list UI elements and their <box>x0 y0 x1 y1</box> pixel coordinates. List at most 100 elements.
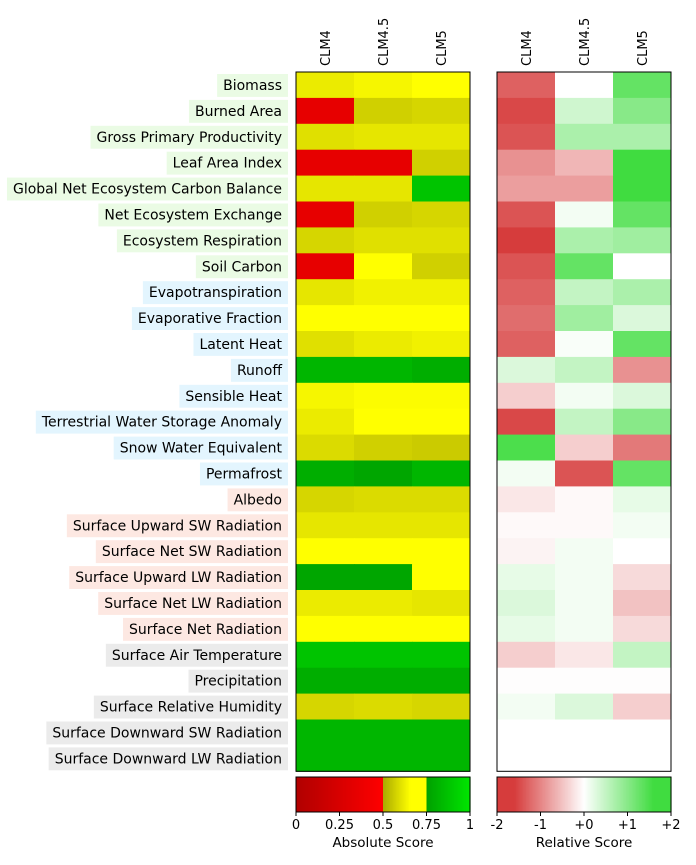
absolute-score-cell <box>354 590 413 617</box>
relative-colorbar-segment <box>642 777 645 812</box>
absolute-colorbar-segment <box>387 777 390 812</box>
absolute-score-cell <box>296 149 355 177</box>
relative-colorbar: -2 -1 +0 +1 +2 <box>491 776 681 833</box>
absolute-score-cell <box>354 564 413 591</box>
row-label-background <box>6 177 288 201</box>
relative-score-cell <box>497 279 556 306</box>
absolute-colorbar-segment <box>374 777 377 812</box>
absolute-score-cell <box>412 201 471 228</box>
absolute-score-cell <box>296 460 355 487</box>
row-label-background <box>98 203 288 227</box>
row-label: Surface Downward SW Radiation <box>52 725 282 741</box>
absolute-score-cell <box>296 123 355 151</box>
absolute-score-cell <box>412 667 471 695</box>
relative-colorbar-segment <box>530 777 533 812</box>
absolute-score-cell <box>354 356 413 384</box>
relative-score-cell <box>497 175 556 202</box>
absolute-score-cell <box>296 564 355 591</box>
absolute-score-cell <box>296 745 355 772</box>
absolute-score-cell <box>354 460 413 487</box>
absolute-colorbar-segment <box>345 777 348 812</box>
absolute-colorbar-segment <box>329 777 332 812</box>
relative-colorbar-segment <box>595 777 598 812</box>
absolute-colorbar-segment <box>355 777 358 812</box>
relative-colorbar-segment <box>592 777 595 812</box>
absolute-colorbar-segment <box>317 777 320 812</box>
absolute-colorbar-segment <box>342 777 345 812</box>
absolute-score-cell <box>296 201 355 228</box>
absolute-score-cell <box>354 72 413 99</box>
relative-score-cell <box>555 227 614 254</box>
relative-colorbar-segment <box>497 777 500 812</box>
relative-score-cell <box>613 719 672 746</box>
absolute-colorbar-segment <box>320 777 323 812</box>
relative-colorbar-segment <box>623 777 626 812</box>
relative-colorbar-segment <box>575 777 578 812</box>
relative-colorbar-segment <box>553 777 556 812</box>
absolute-column-header: CLM4.5 <box>377 18 392 66</box>
absolute-score-cell <box>412 149 471 177</box>
relative-score-cell <box>555 719 614 746</box>
row-label: Snow Water Equivalent <box>120 441 283 457</box>
relative-colorbar-segment <box>610 777 613 812</box>
absolute-colorbar-segment <box>338 777 341 812</box>
relative-colorbar-segment <box>588 777 591 812</box>
absolute-colorbar-segment <box>467 777 470 812</box>
row-label: Runoff <box>237 363 282 379</box>
row-label: Surface Net Radiation <box>129 622 282 638</box>
relative-colorbar-segment <box>620 777 623 812</box>
row-label-background <box>199 462 288 486</box>
row-label: Burned Area <box>195 104 282 120</box>
absolute-colorbar-segment <box>369 777 372 812</box>
relative-colorbar-segment <box>653 777 656 812</box>
row-label: Sensible Heat <box>185 389 282 405</box>
absolute-colorbar-segment <box>316 777 319 812</box>
relative-colorbar-segment <box>498 777 501 812</box>
row-label: Ecosystem Respiration <box>123 233 282 249</box>
absolute-colorbar-segment <box>349 777 352 812</box>
relative-colorbar-segment <box>586 777 589 812</box>
relative-score-cell <box>555 460 614 487</box>
relative-colorbar-segment <box>652 777 655 812</box>
absolute-colorbar-segment <box>449 777 452 812</box>
relative-colorbar-segment <box>540 777 543 812</box>
absolute-score-cell <box>296 227 355 254</box>
relative-colorbar-segment <box>524 777 527 812</box>
absolute-score-cell <box>412 279 471 306</box>
relative-colorbar-segment <box>543 777 546 812</box>
absolute-score-cell <box>296 434 355 461</box>
absolute-colorbar-segment <box>364 777 367 812</box>
relative-colorbar-segment <box>556 777 559 812</box>
absolute-score-cell <box>412 253 471 280</box>
relative-score-cell <box>497 486 556 513</box>
absolute-score-cell <box>354 667 413 695</box>
absolute-score-cell <box>412 356 471 384</box>
relative-colorbar-segment <box>668 777 671 812</box>
absolute-colorbar-segment <box>446 777 449 812</box>
absolute-colorbar-segment <box>413 777 416 812</box>
absolute-colorbar-segment <box>417 777 420 812</box>
row-label: Surface Relative Humidity <box>100 700 282 716</box>
relative-score-cell <box>613 331 672 358</box>
absolute-score-cell <box>296 356 355 384</box>
absolute-colorbar-segment <box>465 777 468 812</box>
row-label: Evaporative Fraction <box>138 311 282 327</box>
absolute-score-cell <box>412 538 471 565</box>
absolute-colorbar-segment <box>448 777 451 812</box>
absolute-colorbar-tick-label: 0 <box>292 818 300 833</box>
absolute-score-cell <box>412 564 471 591</box>
relative-colorbar-segment <box>514 777 517 812</box>
relative-column-headers: CLM4 CLM4.5 CLM5 <box>520 18 651 66</box>
relative-colorbar-segment <box>565 777 568 812</box>
relative-column-header: CLM5 <box>636 30 651 66</box>
absolute-colorbar-tick-label: 1 <box>466 818 474 833</box>
absolute-colorbar-segment <box>409 777 412 812</box>
absolute-colorbar-segment <box>335 777 338 812</box>
absolute-score-cell <box>296 72 355 99</box>
relative-colorbar-segment <box>562 777 565 812</box>
relative-colorbar-segment <box>611 777 614 812</box>
relative-score-cell <box>613 745 672 772</box>
relative-colorbar-segment <box>579 777 582 812</box>
absolute-colorbar-segment <box>464 777 467 812</box>
absolute-colorbar-segment <box>368 777 371 812</box>
